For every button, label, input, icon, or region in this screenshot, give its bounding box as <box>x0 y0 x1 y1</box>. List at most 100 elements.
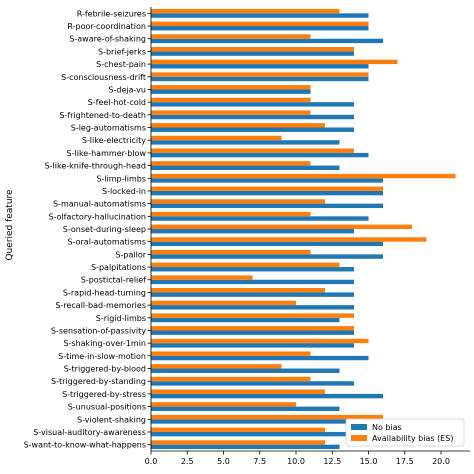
legend: No bias Availability bias (ES) <box>345 418 465 447</box>
y-tick-label: S-shaking-over-1min <box>63 339 146 348</box>
bar-availability-bias <box>151 148 354 153</box>
bar-availability-bias <box>151 262 340 268</box>
legend-frame <box>345 418 465 447</box>
bar-no-bias <box>151 368 340 373</box>
y-tick-label: S-rapid-head-turning <box>63 288 146 297</box>
bar-availability-bias <box>151 211 311 217</box>
y-tick-label: S-triggered-by-blood <box>64 365 146 374</box>
y-axis-label: Queried feature <box>5 189 15 261</box>
x-tick-label: 2.5 <box>181 457 194 466</box>
y-tick-label: S-like-hammer-blow <box>67 149 147 158</box>
bar-no-bias <box>151 381 354 386</box>
bar-availability-bias <box>151 249 311 255</box>
bar-no-bias <box>151 444 340 450</box>
bar-availability-bias <box>151 275 253 280</box>
bar-no-bias <box>151 127 354 132</box>
x-tick-label: 5.0 <box>217 457 230 466</box>
bar-availability-bias <box>151 288 325 293</box>
bar-no-bias <box>151 267 354 272</box>
y-tick-label: S-brief-jerks <box>98 47 146 56</box>
bar-no-bias <box>151 279 354 285</box>
bar-no-bias <box>151 406 340 411</box>
x-tick-label: 12.5 <box>323 457 341 466</box>
x-tick-label: 15.0 <box>360 457 378 466</box>
bar-no-bias <box>151 178 383 183</box>
legend-swatch <box>351 435 367 441</box>
y-tick-label: S-olfactory-hallucination <box>48 212 146 221</box>
y-tick-label: S-palpitations <box>91 263 146 272</box>
y-tick-label: R-poor-coordination <box>67 22 146 31</box>
bar-availability-bias <box>151 351 311 356</box>
y-tick-label: S-feel-hot-cold <box>88 98 146 107</box>
bar-no-bias <box>151 431 383 437</box>
bar-no-bias <box>151 140 340 145</box>
y-tick-label: S-oral-automatisms <box>68 238 147 247</box>
bar-availability-bias <box>151 376 311 382</box>
y-tick-label: S-manual-automatisms <box>53 200 146 209</box>
bar-availability-bias <box>151 173 456 179</box>
bar-availability-bias <box>151 8 340 14</box>
y-tick-label: S-want-to-know-what-happens <box>24 441 146 450</box>
bar-no-bias <box>151 203 383 209</box>
bar-availability-bias <box>151 47 354 52</box>
bar-no-bias <box>151 241 383 247</box>
y-tick-label: S-onset-during-sleep <box>63 225 146 234</box>
bar-availability-bias <box>151 186 383 191</box>
y-tick-label: S-locked-in <box>102 187 146 196</box>
bar-availability-bias <box>151 199 325 204</box>
bar-availability-bias <box>151 34 311 39</box>
y-tick-label: S-rigid-limbs <box>96 314 146 323</box>
bar-availability-bias <box>151 427 325 432</box>
bar-availability-bias <box>151 97 311 103</box>
y-tick-label: S-like-knife-through-head <box>45 162 146 171</box>
bar-availability-bias <box>151 161 311 166</box>
y-tick-label: S-time-in-slow-motion <box>58 352 146 361</box>
bar-availability-bias <box>151 440 325 445</box>
legend-swatch <box>351 424 367 430</box>
bar-no-bias <box>151 102 354 107</box>
bar-availability-bias <box>151 237 427 242</box>
bar-no-bias <box>151 305 354 310</box>
y-tick-label: S-deja-vu <box>108 85 146 94</box>
y-tick-label: S-frightened-to-death <box>59 111 146 120</box>
y-tick-label: S-visual-auditory-awareness <box>33 428 146 437</box>
bar-no-bias <box>151 13 369 18</box>
bar-availability-bias <box>151 402 296 407</box>
y-tick-label: S-sensation-of-passivity <box>51 326 146 335</box>
y-tick-label: S-leg-automatisms <box>71 124 146 133</box>
bar-no-bias <box>151 355 369 361</box>
bar-availability-bias <box>151 110 311 115</box>
x-tick-label: 20.0 <box>432 457 450 466</box>
y-tick-label: S-postictal-relief <box>81 276 146 285</box>
y-tick-label: S-recall-bad-memories <box>55 301 146 310</box>
bar-availability-bias <box>151 338 369 344</box>
bars-group <box>151 8 456 450</box>
y-tick-label: S-pallor <box>115 250 146 259</box>
bar-availability-bias <box>151 389 325 394</box>
bar-availability-bias <box>151 85 311 90</box>
legend-label: No bias <box>372 423 402 432</box>
bar-no-bias <box>151 317 340 323</box>
y-tick-label: S-unusual-positions <box>68 403 146 412</box>
y-tick-label: S-aware-of-shaking <box>69 35 146 44</box>
x-tick-label: 7.5 <box>253 457 266 466</box>
bar-no-bias <box>151 330 354 335</box>
x-tick-label: 17.5 <box>396 457 414 466</box>
bar-availability-bias <box>151 135 282 141</box>
x-axis: 0.0 2.5 5.0 7.5 10.0 12.5 15.0 17.5 20.0 <box>145 450 470 466</box>
x-tick-label: 10.0 <box>287 457 305 466</box>
bar-no-bias <box>151 89 311 94</box>
y-tick-label: S-chest-pain <box>96 60 146 69</box>
bar-availability-bias <box>151 72 369 77</box>
bar-availability-bias <box>151 123 325 128</box>
bar-no-bias <box>151 343 354 348</box>
y-tick-label: S-like-electricity <box>82 136 146 145</box>
y-tick-label: S-triggered-by-stress <box>62 390 146 399</box>
bar-no-bias <box>151 114 354 120</box>
bar-no-bias <box>151 51 354 56</box>
bar-availability-bias <box>151 313 354 318</box>
bar-availability-bias <box>151 300 296 306</box>
y-tick-label: R-febrile-seizures <box>77 9 146 18</box>
bar-availability-bias <box>151 21 369 27</box>
bar-no-bias <box>151 26 369 31</box>
